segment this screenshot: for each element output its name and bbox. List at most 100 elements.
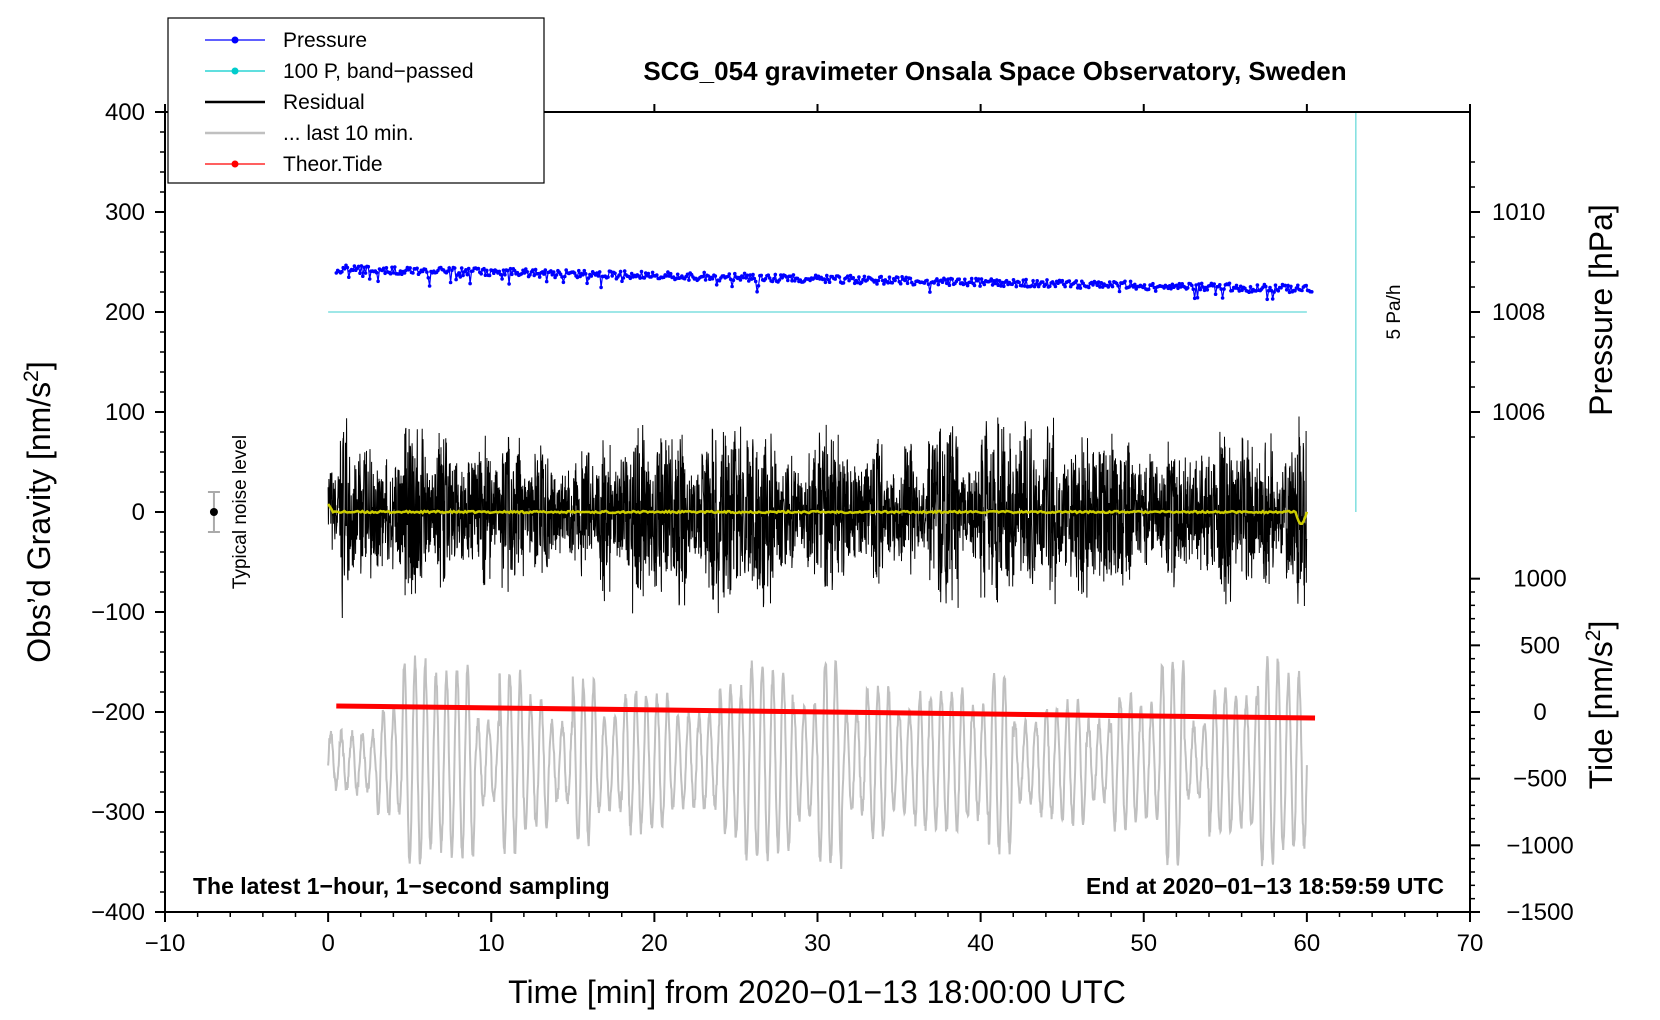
pressure-point bbox=[925, 278, 929, 283]
pressure-point bbox=[466, 266, 471, 271]
pressure-point bbox=[728, 277, 733, 282]
pressure-point bbox=[384, 266, 389, 270]
pressure-point bbox=[408, 266, 412, 270]
smoothed-line bbox=[327, 503, 1309, 525]
pressure-point bbox=[1240, 288, 1244, 293]
pressure-point bbox=[1099, 281, 1104, 285]
pressure-point bbox=[479, 272, 484, 276]
pressure-point bbox=[996, 283, 1000, 288]
pressure-point bbox=[347, 275, 351, 280]
pressure-point bbox=[912, 282, 917, 287]
pressure-point bbox=[1283, 283, 1288, 288]
pressure-point bbox=[851, 276, 856, 280]
pressure-point bbox=[1091, 283, 1095, 287]
pressure-point bbox=[1273, 283, 1278, 288]
pressure-point bbox=[1036, 284, 1041, 289]
pressure-point bbox=[362, 265, 367, 270]
pressure-point bbox=[1078, 286, 1083, 290]
pressure-point bbox=[655, 273, 659, 277]
pressure-point bbox=[398, 269, 403, 273]
pressure-point bbox=[1238, 284, 1243, 289]
pressure-point bbox=[1190, 283, 1194, 288]
y-tick-label: 100 bbox=[105, 399, 145, 426]
pressure-point bbox=[1048, 284, 1052, 289]
pressure-point bbox=[845, 274, 850, 279]
pressure-point bbox=[558, 272, 563, 277]
pressure-point bbox=[1233, 286, 1237, 290]
pressure-point bbox=[995, 278, 999, 282]
pressure-point bbox=[361, 274, 365, 279]
pressure-point bbox=[1151, 281, 1155, 286]
pressure-point bbox=[1014, 284, 1019, 289]
pressure-point bbox=[531, 268, 535, 272]
pressure-point bbox=[890, 281, 895, 285]
pressure-point bbox=[544, 279, 549, 284]
y-tick-label: −200 bbox=[91, 699, 145, 726]
pressure-point bbox=[1287, 290, 1292, 295]
pressure-point bbox=[1041, 280, 1045, 284]
pressure-point bbox=[578, 274, 582, 279]
pressure-point bbox=[1056, 281, 1060, 286]
x-tick-label: 50 bbox=[1130, 930, 1157, 957]
pressure-point bbox=[1304, 283, 1308, 288]
pressure-point bbox=[687, 278, 691, 282]
pressure-tick-label: 1008 bbox=[1492, 299, 1545, 326]
pressure-point bbox=[876, 278, 881, 283]
pressure-point bbox=[620, 279, 624, 284]
pressure-point bbox=[1248, 285, 1253, 289]
pressure-point bbox=[747, 279, 751, 283]
pressure-point bbox=[713, 274, 718, 278]
pressure-point bbox=[586, 276, 591, 280]
pressure-point bbox=[926, 282, 931, 287]
pressure-point bbox=[352, 264, 357, 268]
pressure-point bbox=[908, 276, 913, 281]
legend: Pressure 100 P, band−passed Residual ... la… bbox=[167, 17, 545, 184]
pressure-point bbox=[1276, 289, 1281, 293]
pressure-point bbox=[609, 269, 613, 274]
x-tick-label: 30 bbox=[804, 930, 831, 957]
pressure-point bbox=[1286, 283, 1290, 288]
pressure-point bbox=[893, 278, 897, 283]
pressure-point bbox=[1045, 278, 1049, 282]
pressure-point bbox=[936, 282, 941, 287]
noise-bar-dot bbox=[209, 508, 218, 516]
pressure-point bbox=[685, 272, 690, 277]
pressure-point bbox=[404, 268, 408, 273]
pressure-point bbox=[487, 273, 492, 278]
pressure-point bbox=[583, 272, 588, 276]
pressure-point bbox=[642, 276, 647, 280]
pressure-point bbox=[411, 271, 415, 275]
tide-tick-label: −1000 bbox=[1506, 832, 1573, 859]
pressure-point bbox=[519, 272, 524, 276]
pressure-point bbox=[1185, 286, 1190, 290]
pressure-point bbox=[976, 277, 981, 281]
noise-level-bar bbox=[207, 491, 220, 533]
pressure-point bbox=[773, 272, 778, 277]
pressure-point bbox=[1264, 284, 1268, 289]
pressure-point bbox=[1199, 281, 1204, 286]
pressure-point bbox=[961, 282, 966, 287]
pressure-tick-label: 1006 bbox=[1492, 399, 1545, 426]
pressure-point bbox=[904, 275, 908, 280]
pressure-point bbox=[788, 274, 793, 279]
pressure-point bbox=[896, 275, 900, 280]
pressure-point bbox=[786, 278, 790, 283]
pressure-point bbox=[950, 277, 954, 281]
pressure-point bbox=[972, 283, 977, 288]
pressure-point bbox=[1194, 283, 1198, 287]
pressure-point bbox=[628, 276, 633, 281]
pressure-point bbox=[827, 280, 832, 285]
pressure-point bbox=[1100, 285, 1105, 289]
pressure-point bbox=[727, 272, 732, 276]
pressure-point bbox=[1296, 283, 1300, 288]
smoothed-residual-series bbox=[327, 503, 1309, 525]
pressure-point bbox=[905, 281, 910, 286]
pressure-point bbox=[542, 272, 546, 276]
pressure-point bbox=[638, 276, 642, 280]
pressure-point bbox=[1198, 287, 1203, 292]
pressure-tick-label: 1010 bbox=[1492, 199, 1545, 226]
pressure-point bbox=[1192, 296, 1197, 301]
pressure-point bbox=[1234, 283, 1239, 288]
pressure-point bbox=[1170, 282, 1175, 287]
pressure-point bbox=[879, 274, 883, 279]
